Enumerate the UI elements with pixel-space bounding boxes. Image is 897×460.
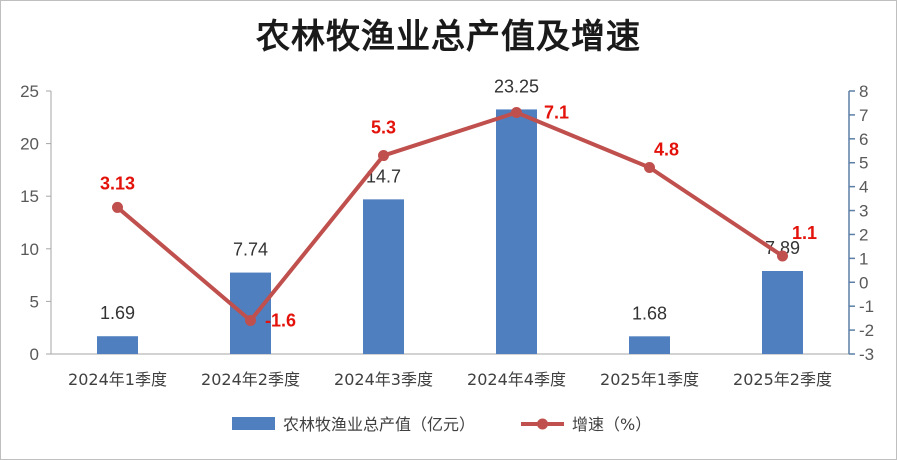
left-axis-tick-label: 10 bbox=[20, 240, 39, 259]
right-axis-tick-label: 7 bbox=[859, 106, 868, 125]
right-axis-tick-label: 2 bbox=[859, 225, 868, 244]
growth-point bbox=[378, 150, 389, 162]
bar bbox=[97, 336, 138, 354]
growth-value-label: 3.13 bbox=[100, 173, 135, 193]
right-axis-tick-label: 6 bbox=[859, 130, 868, 149]
bar-value-label: 1.69 bbox=[100, 303, 135, 323]
left-axis-tick-label: 20 bbox=[20, 135, 39, 154]
bar-value-label: 14.7 bbox=[366, 166, 401, 186]
growth-point bbox=[112, 201, 123, 213]
left-axis-tick-label: 5 bbox=[30, 292, 39, 311]
x-axis-category-label: 2024年2季度 bbox=[201, 370, 300, 389]
growth-point bbox=[511, 107, 522, 119]
growth-point bbox=[245, 315, 256, 327]
bar-value-label: 7.89 bbox=[765, 238, 800, 258]
growth-value-label: 5.3 bbox=[371, 118, 396, 138]
right-axis-tick-label: -3 bbox=[859, 345, 874, 364]
right-axis-tick-label: 1 bbox=[859, 249, 868, 268]
right-axis-tick-label: 4 bbox=[859, 178, 868, 197]
left-axis-tick-label: 15 bbox=[20, 187, 39, 206]
legend-bar-swatch bbox=[232, 417, 275, 430]
bar bbox=[230, 272, 271, 354]
growth-value-label: 7.1 bbox=[544, 103, 569, 123]
legend-line-marker bbox=[537, 418, 548, 430]
bar-value-label: 7.74 bbox=[233, 240, 268, 260]
right-axis-tick-label: 0 bbox=[859, 273, 868, 292]
right-axis-tick-label: -2 bbox=[859, 321, 874, 340]
bar-value-label: 23.25 bbox=[494, 76, 539, 96]
growth-value-label: -1.6 bbox=[265, 311, 296, 331]
growth-point bbox=[777, 250, 788, 262]
x-axis-category-label: 2024年4季度 bbox=[467, 370, 566, 389]
right-axis-tick-label: -1 bbox=[859, 297, 874, 316]
growth-line bbox=[116, 110, 784, 323]
x-axis-category-label: 2024年3季度 bbox=[334, 370, 433, 389]
bar bbox=[363, 199, 404, 354]
growth-value-label: 1.1 bbox=[792, 223, 817, 243]
right-axis-tick-label: 3 bbox=[859, 202, 868, 221]
bar bbox=[762, 270, 803, 354]
bar bbox=[496, 109, 537, 354]
growth-point bbox=[644, 162, 655, 174]
growth-value-label: 4.8 bbox=[654, 140, 679, 160]
x-axis-category-label: 2025年2季度 bbox=[733, 370, 832, 389]
x-axis-category-label: 2024年1季度 bbox=[68, 370, 167, 389]
right-axis-tick-label: 8 bbox=[859, 82, 868, 101]
bar-value-label: 1.68 bbox=[632, 303, 667, 323]
chart-title: 农林牧渔业总产值及增速 bbox=[256, 17, 641, 57]
right-axis-tick-label: 5 bbox=[859, 154, 868, 173]
legend-line-label: 增速（%） bbox=[572, 415, 651, 434]
bar bbox=[629, 336, 670, 354]
x-axis-category-label: 2025年1季度 bbox=[600, 370, 699, 389]
left-axis-tick-label: 25 bbox=[20, 82, 39, 101]
left-axis-tick-label: 0 bbox=[30, 345, 39, 364]
legend-bar-label: 农林牧渔业总产值（亿元） bbox=[283, 415, 475, 434]
